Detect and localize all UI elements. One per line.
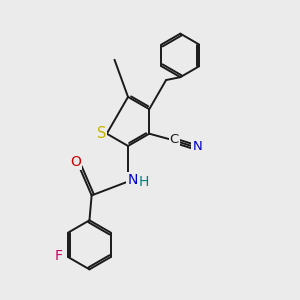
Text: S: S xyxy=(97,126,106,141)
Text: O: O xyxy=(70,154,81,169)
Text: N: N xyxy=(127,173,138,187)
Text: H: H xyxy=(138,176,148,189)
Text: N: N xyxy=(192,140,202,153)
Text: C: C xyxy=(170,133,179,146)
Text: F: F xyxy=(55,249,62,263)
